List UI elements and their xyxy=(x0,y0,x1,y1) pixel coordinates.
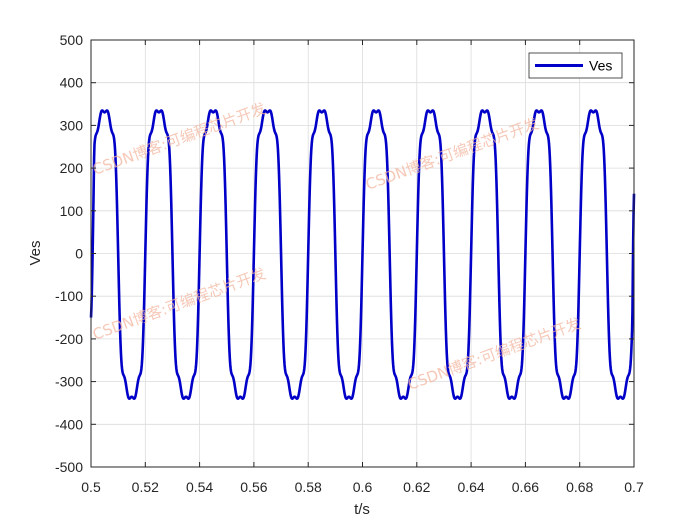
y-tick-label: 400 xyxy=(60,75,84,91)
y-tick-label: -500 xyxy=(55,459,83,475)
legend-label-ves: Ves xyxy=(589,58,612,74)
x-tick-label: 0.58 xyxy=(295,479,322,495)
y-tick-label: 500 xyxy=(60,32,84,48)
y-tick-label: -100 xyxy=(55,288,83,304)
y-tick-label: -200 xyxy=(55,331,83,347)
series-layer xyxy=(89,109,636,400)
y-axis-label: Ves xyxy=(27,240,44,265)
legend: Ves xyxy=(528,52,623,79)
x-tick-label: 0.64 xyxy=(457,479,484,495)
x-tick-label: 0.52 xyxy=(132,479,159,495)
x-tick-label: 0.7 xyxy=(624,479,644,495)
x-tick-label: 0.68 xyxy=(566,479,593,495)
x-axis-label: t/s xyxy=(354,501,370,518)
y-tick-label: 200 xyxy=(60,160,84,176)
x-axis: 0.5 0.52 0.54 0.56 0.58 0.6 0.62 0.64 0.66 0.68 0.… xyxy=(81,40,644,495)
x-tick-label: 0.5 xyxy=(81,479,101,495)
y-tick-label: 100 xyxy=(60,203,84,219)
y-tick-label: -300 xyxy=(55,374,83,390)
y-tick-label: 0 xyxy=(75,246,83,262)
x-tick-label: 0.56 xyxy=(240,479,267,495)
x-tick-label: 0.62 xyxy=(403,479,430,495)
x-tick-label: 0.54 xyxy=(186,479,213,495)
x-tick-label: 0.66 xyxy=(512,479,539,495)
y-axis: 500 400 300 200 100 0 -100 -200 -300 -400 -500 xyxy=(55,32,634,475)
series-line-ves xyxy=(89,109,636,400)
x-tick-label: 0.6 xyxy=(353,479,373,495)
y-tick-label: -400 xyxy=(55,416,83,432)
y-tick-label: 300 xyxy=(60,117,84,133)
